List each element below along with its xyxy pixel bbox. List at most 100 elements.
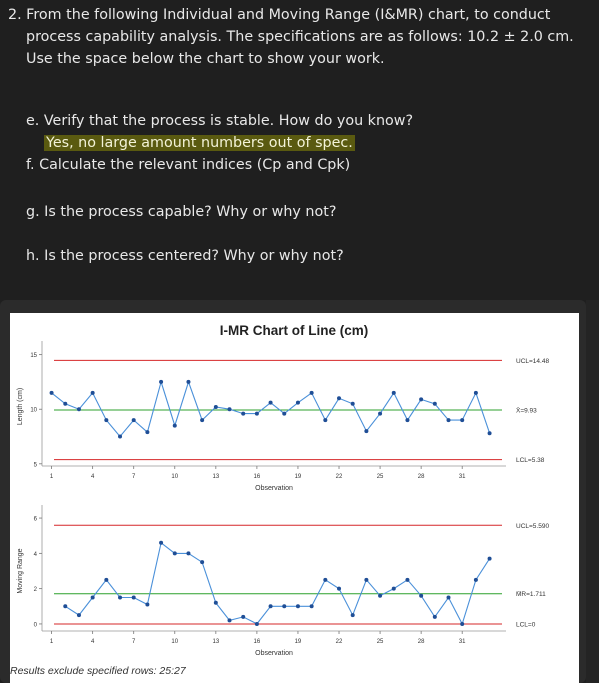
- chart2-x-tick-label: 25: [377, 639, 384, 645]
- chart1-x-tick-label: 1: [50, 474, 54, 480]
- chart2-data-point: [145, 602, 150, 607]
- chart2-data-point: [473, 577, 478, 582]
- chart1-data-point: [254, 411, 259, 416]
- chart1-x-tick-label: 19: [295, 474, 302, 480]
- chart2-data-point: [200, 560, 205, 565]
- chart1-data-point: [350, 401, 355, 406]
- chart2-series-line: [65, 541, 491, 626]
- part-e-label: e. Verify that the process is stable. Ho…: [26, 113, 414, 129]
- chart1-data-point: [172, 423, 177, 428]
- chart2-data-point: [268, 604, 273, 609]
- chart2-data-point: [364, 577, 369, 582]
- chart1-data-point: [268, 400, 273, 405]
- chart1-x-tick-label: 4: [91, 474, 95, 480]
- chart1-x-tick-label: 22: [336, 474, 343, 480]
- chart1-data-point: [460, 418, 465, 423]
- chart2-data-point: [460, 621, 465, 626]
- chart1-data-point: [90, 390, 95, 395]
- chart2-data-point: [254, 621, 259, 626]
- chart1-y-tick-label: 10: [30, 408, 37, 414]
- chart2-data-point: [309, 604, 314, 609]
- chart2-data-point: [432, 614, 437, 619]
- chart2-x-tick-label: 19: [295, 639, 302, 645]
- panel-edge: [586, 300, 599, 683]
- chart1-data-point: [213, 405, 218, 410]
- chart1-title: I-MR Chart of Line (cm): [220, 323, 369, 338]
- footnote: Results exclude specified rows: 25:27: [10, 665, 186, 677]
- part-e-answer[interactable]: Yes, no large amount numbers out of spec…: [44, 135, 355, 151]
- chart1-series-line: [51, 379, 491, 438]
- chart2-x-tick-label: 22: [336, 639, 343, 645]
- chart2-data-point: [419, 593, 424, 598]
- chart2-data-point: [172, 551, 177, 556]
- chart1-data-point: [446, 418, 451, 423]
- chart2-data-point: [487, 556, 492, 561]
- chart1-x-tick-label: 28: [418, 474, 425, 480]
- chart2-data-point: [405, 577, 410, 582]
- chart1-data-point: [378, 411, 383, 416]
- chart2-x-tick-label: 1: [50, 639, 54, 645]
- chart1-data-point: [323, 418, 328, 423]
- chart1-ucl-label: UCL=14.48: [516, 358, 549, 365]
- chart1-lcl-label: LCL=5.38: [516, 457, 545, 464]
- part-e-answer-text: Yes, no large amount numbers out of spec…: [44, 135, 355, 151]
- chart2-data-point: [104, 577, 109, 582]
- chart1-data-point: [487, 431, 492, 436]
- chart2-data-point: [323, 577, 328, 582]
- chart2-lcl-label: LCL=0: [516, 621, 536, 628]
- chart1-data-point: [405, 418, 410, 423]
- chart2-y-axis-label: Moving Range: [17, 548, 24, 593]
- chart2-data-point: [118, 595, 123, 600]
- chart2-data-point: [76, 613, 81, 618]
- chart2-x-tick-label: 16: [254, 639, 261, 645]
- chart1-center-line-label: X̄=9.93: [516, 407, 537, 415]
- chart2-center-line-label: M̄R=1.711: [516, 590, 546, 598]
- chart1-data-point: [118, 434, 123, 439]
- chart2-data-point: [391, 586, 396, 591]
- chart1-x-tick-label: 13: [212, 474, 219, 480]
- imr-chart-image: I-MR Chart of Line (cm) 5 10 15 1 4 7 10 13 16 19 2…: [10, 313, 579, 683]
- chart1-y-tick-label: 5: [34, 462, 38, 468]
- chart2-data-point: [295, 604, 300, 609]
- chart1-y-tick-label: 15: [30, 353, 37, 359]
- chart2-x-tick-label: 13: [212, 639, 219, 645]
- chart1-data-point: [295, 400, 300, 405]
- chart1-x-tick-label: 16: [254, 474, 261, 480]
- chart1-data-point: [432, 401, 437, 406]
- chart2-data-point: [131, 595, 136, 600]
- part-h-label: h. Is the process centered? Why or why n…: [26, 248, 344, 264]
- chart1-data-point: [473, 390, 478, 395]
- chart1-data-point: [227, 407, 232, 412]
- part-f-label: f. Calculate the relevant indices (Cp an…: [26, 157, 351, 173]
- chart1-data-point: [364, 429, 369, 434]
- chart1-data-point: [391, 390, 396, 395]
- chart2-x-tick-label: 7: [132, 639, 136, 645]
- chart1-data-point: [241, 411, 246, 416]
- chart2-y-tick-label: 0: [34, 622, 38, 628]
- chart2-x-tick-label: 31: [459, 639, 466, 645]
- question-block: 2. From the following Individual and Mov…: [8, 4, 594, 70]
- chart1-data-point: [186, 379, 191, 384]
- chart2-data-point: [446, 595, 451, 600]
- chart2-data-point: [337, 586, 342, 591]
- chart1-x-tick-label: 31: [459, 474, 466, 480]
- chart2-data-point: [186, 551, 191, 556]
- chart1-data-point: [131, 418, 136, 423]
- chart1-x-tick-label: 7: [132, 474, 136, 480]
- chart2-data-point: [63, 604, 68, 609]
- chart2-data-point: [227, 618, 232, 623]
- chart1-data-point: [159, 379, 164, 384]
- chart1-data-point: [49, 390, 54, 395]
- chart2-data-point: [378, 593, 383, 598]
- chart1-x-axis-label: Observation: [255, 485, 293, 492]
- chart2-data-point: [213, 600, 218, 605]
- chart1-data-point: [145, 430, 150, 435]
- chart2-x-tick-label: 10: [171, 639, 178, 645]
- chart1-data-point: [63, 401, 68, 406]
- part-g-label: g. Is the process capable? Why or why no…: [26, 204, 337, 220]
- chart2-x-tick-label: 4: [91, 639, 95, 645]
- chart2-data-point: [159, 540, 164, 545]
- chart2-ucl-label: UCL=5.590: [516, 523, 549, 530]
- chart1-x-tick-label: 10: [171, 474, 178, 480]
